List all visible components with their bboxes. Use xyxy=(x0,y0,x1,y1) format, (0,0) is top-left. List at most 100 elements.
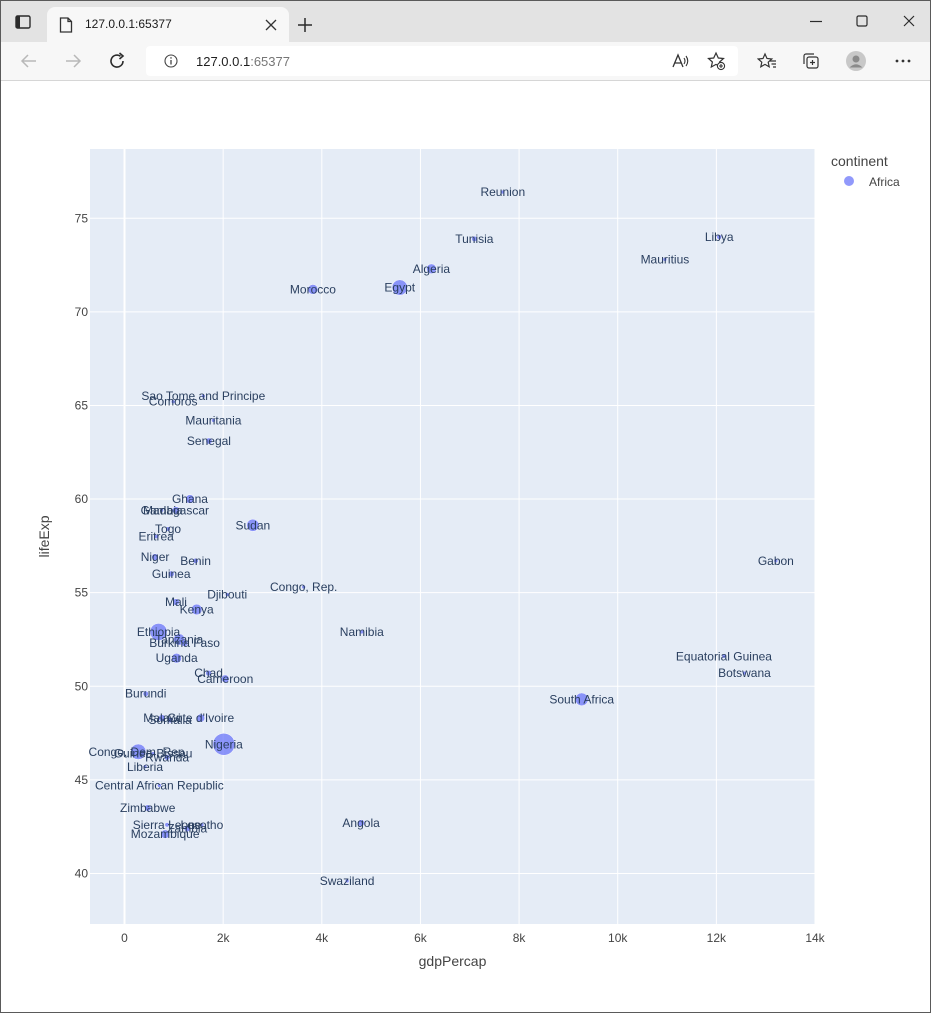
data-point xyxy=(142,764,148,770)
y-tick-label: 45 xyxy=(75,773,89,787)
add-favorite-icon[interactable] xyxy=(706,51,726,71)
data-point xyxy=(196,713,206,723)
data-point xyxy=(773,558,779,564)
point-label: Lesotho xyxy=(181,818,224,832)
point-label: Comoros xyxy=(149,395,198,409)
data-point xyxy=(172,506,180,515)
x-tick-label: 12k xyxy=(707,931,727,945)
address-port: :65377 xyxy=(250,54,290,69)
profile-avatar-icon[interactable] xyxy=(846,51,866,71)
data-point xyxy=(150,751,156,756)
data-point xyxy=(721,654,727,659)
point-label: Gambia xyxy=(141,503,183,517)
refresh-icon[interactable] xyxy=(107,51,127,71)
data-point xyxy=(160,829,170,839)
data-point xyxy=(426,263,437,274)
grid-lines xyxy=(90,149,816,924)
close-tab-icon[interactable] xyxy=(265,19,277,31)
legend-marker[interactable] xyxy=(844,176,854,186)
data-point xyxy=(164,822,170,828)
x-tick-label: 6k xyxy=(414,931,428,945)
data-point xyxy=(167,570,175,578)
data-point xyxy=(201,393,206,399)
point-label: Senegal xyxy=(187,434,231,448)
read-aloud-icon[interactable] xyxy=(670,51,690,71)
point-label: Djibouti xyxy=(207,588,247,602)
y-tick-label: 50 xyxy=(75,679,89,693)
point-label: Liberia xyxy=(127,760,163,774)
data-point xyxy=(183,825,191,832)
point-label: Cameroon xyxy=(197,672,253,686)
close-window-icon[interactable] xyxy=(901,13,917,29)
favorites-icon[interactable] xyxy=(757,51,777,71)
data-point xyxy=(357,819,365,827)
point-label: South Africa xyxy=(549,692,614,706)
new-tab-icon[interactable] xyxy=(297,17,313,33)
point-label: Zambia xyxy=(167,822,207,836)
minimize-icon[interactable] xyxy=(808,13,824,29)
x-tick-label: 8k xyxy=(513,931,527,945)
collections-icon[interactable] xyxy=(801,51,821,71)
data-point xyxy=(157,783,162,788)
point-label: Angola xyxy=(342,816,380,830)
data-point xyxy=(471,235,478,242)
data-point xyxy=(359,629,365,635)
maximize-icon[interactable] xyxy=(854,13,870,29)
data-points xyxy=(130,189,779,884)
legend-entry[interactable]: Africa xyxy=(869,175,900,189)
page-icon xyxy=(59,17,73,33)
point-label: Tanzania xyxy=(155,632,203,646)
point-label: Swaziland xyxy=(320,874,375,888)
address-host: 127.0.0.1 xyxy=(196,54,251,69)
tab-actions-icon[interactable] xyxy=(15,15,31,29)
data-point xyxy=(205,670,212,677)
y-tick-label: 55 xyxy=(75,586,89,600)
point-label: Sao Tome and Principe xyxy=(141,389,265,403)
legend-title: continent xyxy=(831,153,888,169)
data-point xyxy=(575,692,589,707)
scatter-chart: Reunion Tunisia Libya Mauritius Algeria Egypt… xyxy=(36,149,900,969)
forward-icon[interactable] xyxy=(63,51,83,71)
address-bar[interactable]: 127.0.0.1:65377 xyxy=(146,46,738,76)
point-label: Algeria xyxy=(413,262,451,276)
info-icon[interactable] xyxy=(164,54,178,68)
point-label: Madagascar xyxy=(143,503,209,517)
x-tick-label: 0 xyxy=(121,931,128,945)
data-point xyxy=(153,534,159,539)
y-tick-label: 40 xyxy=(75,866,89,880)
data-point xyxy=(344,878,350,884)
data-point xyxy=(142,690,149,697)
data-point xyxy=(211,418,216,423)
back-icon[interactable] xyxy=(19,51,39,71)
x-axis-label: gdpPercap xyxy=(419,953,487,969)
point-label: Malawi xyxy=(143,711,180,725)
x-tick-label: 4k xyxy=(315,931,329,945)
tab-title: 127.0.0.1:65377 xyxy=(85,17,172,31)
more-options-icon[interactable] xyxy=(893,51,913,71)
y-axis-label: lifeExp xyxy=(36,515,52,557)
address-url[interactable]: 127.0.0.1:65377 xyxy=(196,54,290,69)
browser-tab[interactable]: 127.0.0.1:65377 xyxy=(47,7,289,42)
page-content: Reunion Tunisia Libya Mauritius Algeria Egypt… xyxy=(1,81,930,1012)
data-point xyxy=(307,284,319,295)
y-tick-label: 60 xyxy=(75,492,89,506)
point-label: Libya xyxy=(705,230,734,244)
point-label: Reunion xyxy=(480,185,525,199)
data-point xyxy=(163,754,171,761)
point-label: Equatorial Guinea xyxy=(676,649,772,663)
point-label: Botswana xyxy=(718,666,771,680)
point-labels: Reunion Tunisia Libya Mauritius Algeria Egypt… xyxy=(89,185,794,888)
y-tick-label: 70 xyxy=(75,305,89,319)
point-label: Ghana xyxy=(172,492,208,506)
data-point xyxy=(716,234,722,240)
data-point xyxy=(165,526,171,532)
x-tick-label: 2k xyxy=(217,931,231,945)
data-point xyxy=(662,257,668,262)
point-label: Cote d'Ivoire xyxy=(167,711,234,725)
point-label: Mauritius xyxy=(641,252,690,266)
legend: continent Africa xyxy=(831,153,900,189)
point-label: Guinea xyxy=(152,567,191,581)
point-label: Niger xyxy=(141,550,170,564)
data-point xyxy=(301,584,306,590)
